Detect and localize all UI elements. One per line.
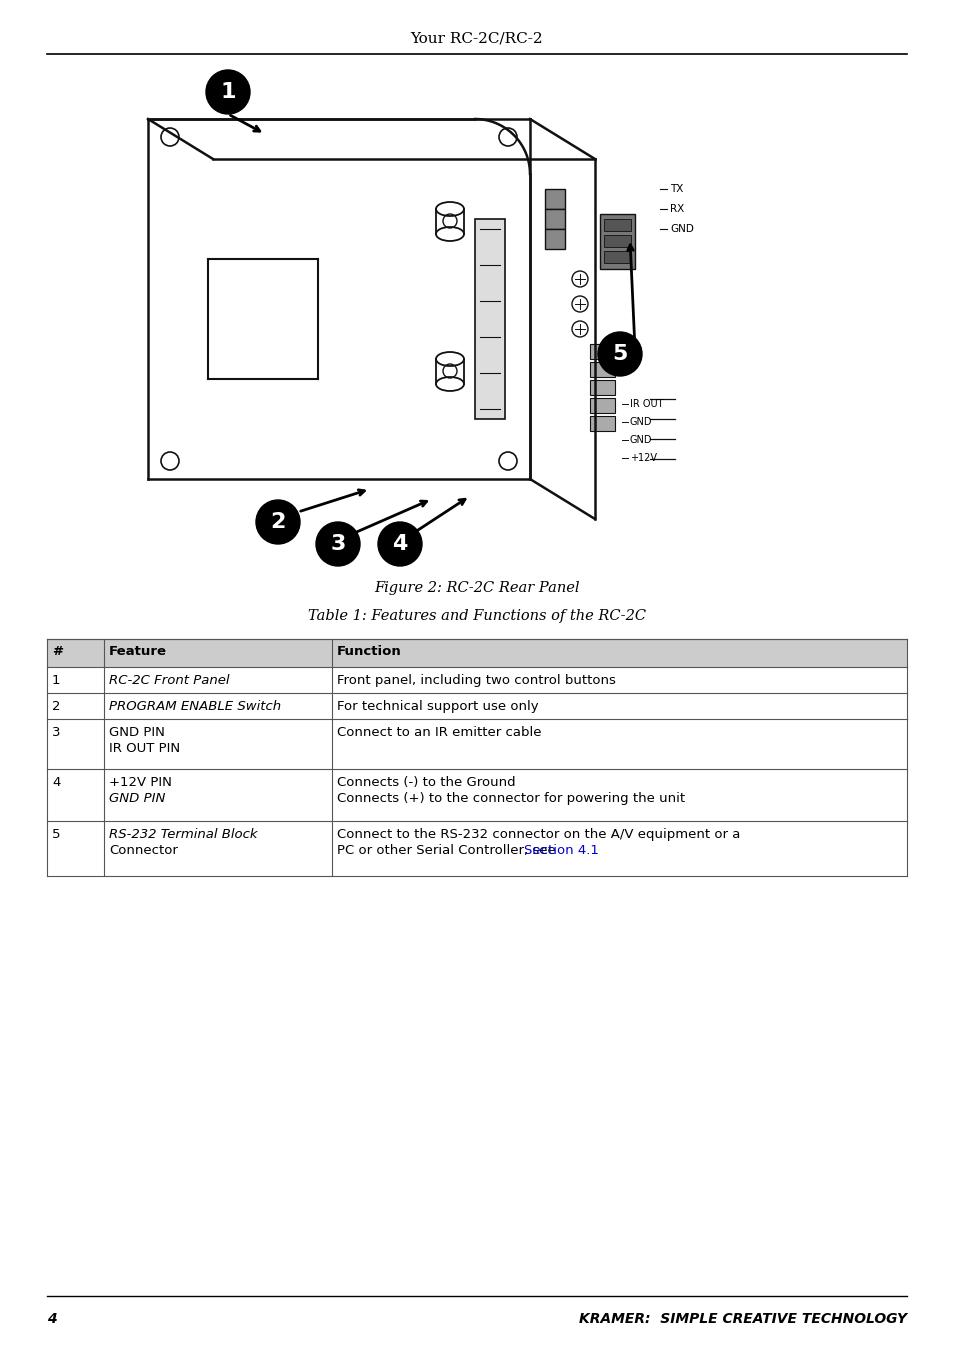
Text: 2: 2 xyxy=(270,512,285,532)
Text: +12V PIN: +12V PIN xyxy=(109,776,172,789)
Text: Connects (-) to the Ground: Connects (-) to the Ground xyxy=(336,776,515,789)
Text: GND: GND xyxy=(629,417,652,427)
Text: RS-232 Terminal Block: RS-232 Terminal Block xyxy=(109,829,257,841)
Circle shape xyxy=(255,500,299,544)
Text: 2: 2 xyxy=(52,700,60,714)
Circle shape xyxy=(206,70,250,114)
Text: 1: 1 xyxy=(220,83,235,102)
Text: Your RC-2C/RC-2: Your RC-2C/RC-2 xyxy=(410,32,543,46)
Bar xyxy=(544,190,564,209)
Text: +12V: +12V xyxy=(629,454,657,463)
Bar xyxy=(589,398,615,413)
Text: GND: GND xyxy=(629,435,652,445)
Bar xyxy=(475,219,504,418)
Bar xyxy=(47,719,906,769)
Text: GND: GND xyxy=(669,223,693,234)
Text: Connects (+) to the connector for powering the unit: Connects (+) to the connector for poweri… xyxy=(336,792,684,806)
Text: KRAMER:  SIMPLE CREATIVE TECHNOLOGY: KRAMER: SIMPLE CREATIVE TECHNOLOGY xyxy=(578,1312,906,1326)
Text: For technical support use only: For technical support use only xyxy=(336,700,538,714)
Text: 3: 3 xyxy=(330,533,345,554)
Text: Feature: Feature xyxy=(109,645,167,658)
Text: Connect to an IR emitter cable: Connect to an IR emitter cable xyxy=(336,726,541,739)
Text: #: # xyxy=(52,645,63,658)
Text: 4: 4 xyxy=(47,1312,56,1326)
Circle shape xyxy=(315,523,359,566)
Text: 3: 3 xyxy=(52,726,60,739)
Text: 1: 1 xyxy=(52,674,60,686)
Bar xyxy=(47,821,906,876)
Text: Connect to the RS-232 connector on the A/V equipment or a: Connect to the RS-232 connector on the A… xyxy=(336,829,740,841)
Text: PROGRAM ENABLE Switch: PROGRAM ENABLE Switch xyxy=(109,700,281,714)
Text: Figure 2: RC-2C Rear Panel: Figure 2: RC-2C Rear Panel xyxy=(374,581,579,594)
Bar xyxy=(603,219,630,232)
Bar xyxy=(589,416,615,431)
Text: IR OUT PIN: IR OUT PIN xyxy=(109,742,180,756)
Text: GND PIN: GND PIN xyxy=(109,792,165,806)
Bar xyxy=(47,693,906,719)
Text: 5: 5 xyxy=(52,829,60,841)
Text: RX: RX xyxy=(669,204,683,214)
Bar xyxy=(589,380,615,395)
Text: Function: Function xyxy=(336,645,401,658)
Bar xyxy=(47,668,906,693)
Text: 4: 4 xyxy=(52,776,60,789)
Bar xyxy=(599,214,635,269)
Text: TX: TX xyxy=(669,184,682,194)
Circle shape xyxy=(377,523,421,566)
Text: 4: 4 xyxy=(392,533,407,554)
Text: 5: 5 xyxy=(612,344,627,364)
Bar xyxy=(544,209,564,229)
Bar xyxy=(589,362,615,376)
Text: Section 4.1: Section 4.1 xyxy=(524,844,598,857)
Text: IR OUT: IR OUT xyxy=(629,399,662,409)
Text: Connector: Connector xyxy=(109,844,177,857)
Text: GND PIN: GND PIN xyxy=(109,726,165,739)
Bar xyxy=(544,229,564,249)
Bar xyxy=(589,344,615,359)
Circle shape xyxy=(598,332,641,376)
Text: PC or other Serial Controller, see: PC or other Serial Controller, see xyxy=(336,844,559,857)
Text: RC-2C Front Panel: RC-2C Front Panel xyxy=(109,674,230,686)
Text: Table 1: Features and Functions of the RC-2C: Table 1: Features and Functions of the R… xyxy=(308,609,645,623)
Bar xyxy=(603,236,630,246)
Bar xyxy=(47,639,906,668)
Bar xyxy=(603,250,630,263)
Text: Front panel, including two control buttons: Front panel, including two control butto… xyxy=(336,674,616,686)
Bar xyxy=(47,769,906,821)
